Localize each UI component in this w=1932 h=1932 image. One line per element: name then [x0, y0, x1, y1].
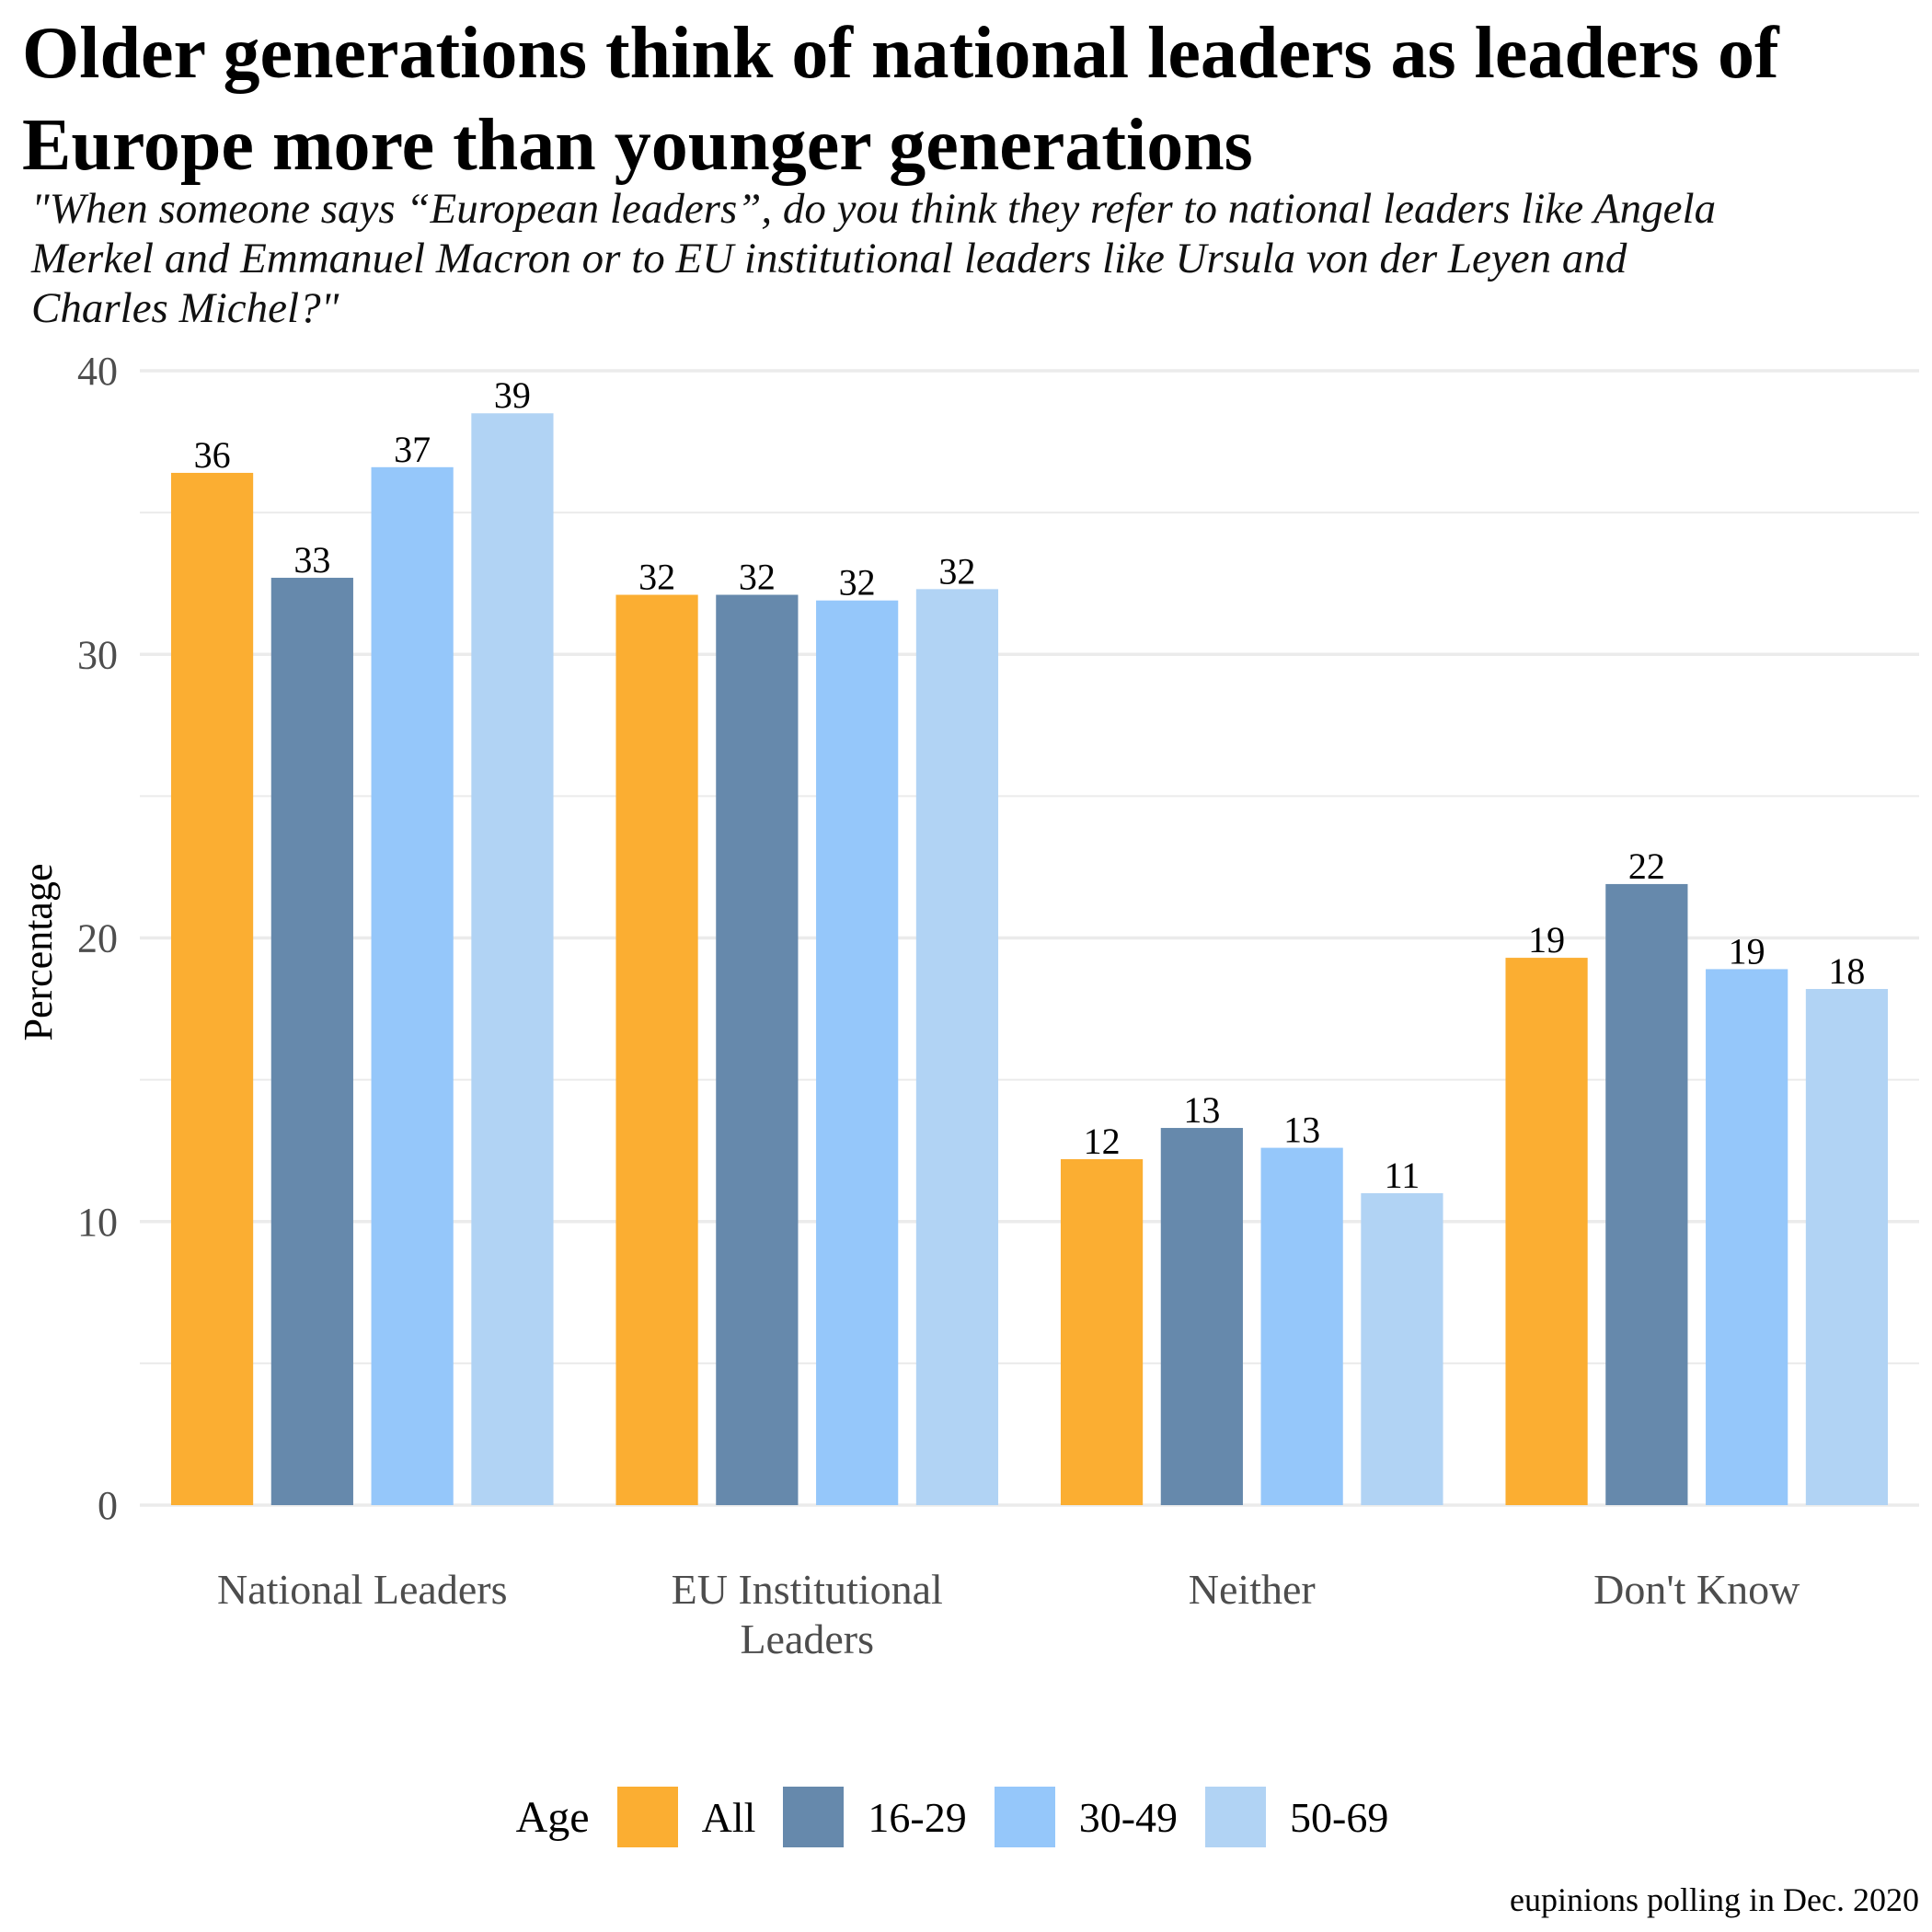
bar-50-69-2 [1361, 1192, 1443, 1505]
bar-16-29-3 [1605, 883, 1688, 1505]
data-label: 32 [638, 557, 675, 598]
y-axis-label: Percentage [16, 864, 61, 1041]
chart-caption: eupinions polling in Dec. 2020 [1510, 1881, 1919, 1918]
legend-swatch-50-69 [1205, 1787, 1267, 1847]
bar-30-49-1 [816, 600, 899, 1505]
y-tick-label: 0 [98, 1483, 118, 1528]
data-label: 13 [1283, 1110, 1320, 1151]
data-label: 11 [1385, 1155, 1420, 1196]
x-tick-label: National Leaders [217, 1566, 507, 1613]
y-tick-label: 40 [77, 349, 118, 394]
bar-All-2 [1060, 1158, 1144, 1505]
legend-item-50-69: 50-69 [1205, 1787, 1388, 1847]
x-tick-label: EU Institutional [672, 1566, 943, 1613]
data-label: 39 [494, 374, 531, 416]
bars [170, 413, 1889, 1506]
data-label: 19 [1528, 919, 1565, 960]
legend-title: Age [515, 1792, 590, 1842]
legend-item-all: All [616, 1787, 756, 1847]
legend-label-30-49: 30-49 [1078, 1793, 1179, 1841]
legend: Age All 16-29 30-49 50-69 [0, 1780, 1932, 1854]
legend-swatch-all [616, 1787, 678, 1847]
bar-All-0 [170, 472, 254, 1505]
data-label: 36 [194, 434, 231, 476]
legend-label-16-29: 16-29 [868, 1793, 967, 1841]
x-tick-label: Leaders [740, 1616, 874, 1662]
legend-item-30-49: 30-49 [994, 1787, 1179, 1847]
bar-16-29-1 [716, 594, 799, 1505]
bar-30-49-0 [371, 466, 454, 1506]
legend-item-16-29: 16-29 [783, 1787, 967, 1847]
data-label: 37 [394, 429, 431, 470]
bar-50-69-3 [1805, 988, 1889, 1505]
bar-50-69-1 [915, 589, 999, 1505]
y-tick-label: 30 [77, 632, 118, 677]
x-tick-label: Don't Know [1593, 1566, 1800, 1613]
data-label: 32 [839, 562, 876, 604]
data-label: 32 [938, 550, 975, 592]
bar-16-29-2 [1160, 1128, 1243, 1505]
data-label: 33 [293, 539, 330, 581]
chart-title: Older generations think of national lead… [22, 13, 1779, 186]
data-labels: 36 33 37 39 32 32 32 32 12 13 13 11 19 22 19 18 [194, 374, 1866, 1196]
bar-All-3 [1505, 958, 1588, 1505]
bar-16-29-0 [270, 578, 353, 1505]
x-tick-label: Neither [1189, 1566, 1316, 1613]
bar-30-49-2 [1260, 1147, 1343, 1505]
y-tick-label: 10 [77, 1200, 118, 1245]
legend-swatch-16-29 [783, 1787, 845, 1847]
legend-label-50-69: 50-69 [1290, 1793, 1389, 1841]
data-label: 19 [1729, 930, 1765, 972]
legend-label-all: All [701, 1793, 756, 1841]
data-label: 22 [1628, 845, 1665, 887]
data-label: 12 [1084, 1121, 1121, 1162]
legend-swatch-30-49 [994, 1787, 1055, 1847]
bar-chart: 0 10 20 30 40 Percentage 36 33 37 39 32 32 32 32 12 1… [16, 349, 1919, 1662]
data-label: 32 [739, 557, 776, 598]
data-label: 18 [1828, 950, 1865, 992]
chart-subtitle: "When someone says “European leaders”, d… [31, 185, 1717, 332]
bar-All-1 [615, 594, 698, 1505]
bar-30-49-3 [1706, 969, 1788, 1505]
data-label: 13 [1183, 1089, 1220, 1131]
y-tick-label: 20 [77, 916, 118, 961]
bar-50-69-0 [471, 413, 554, 1505]
y-axis-ticks: 0 10 20 30 40 [77, 349, 118, 1528]
